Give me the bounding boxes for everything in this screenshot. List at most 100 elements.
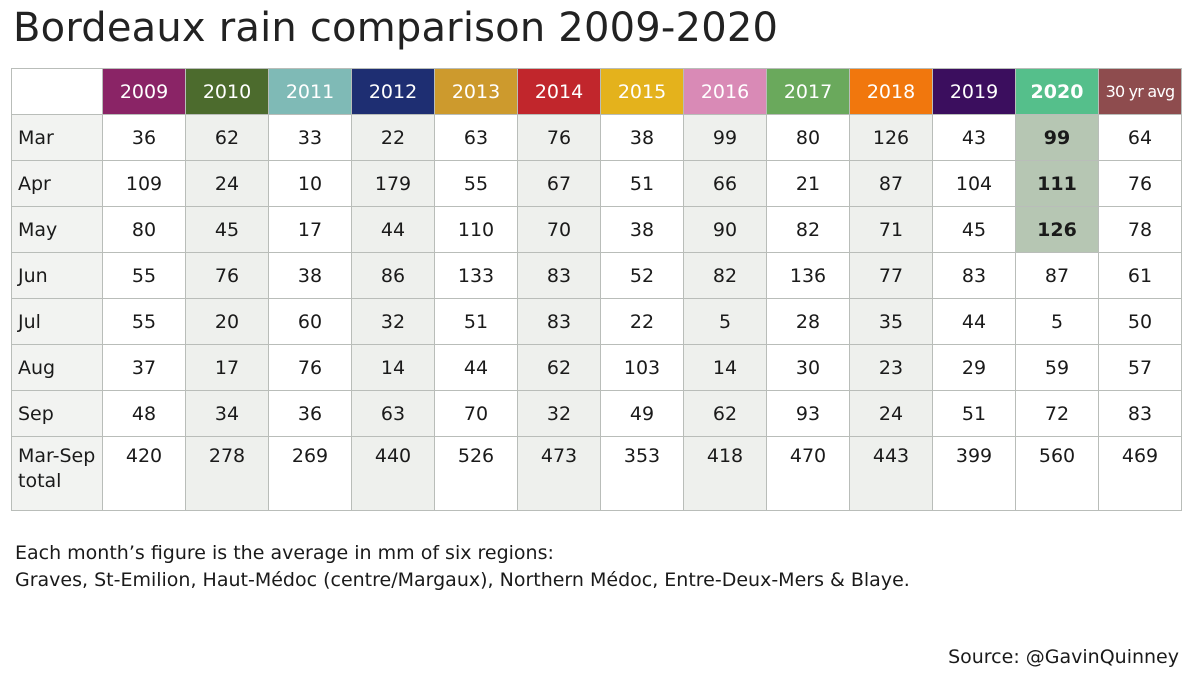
corner-cell	[11, 68, 103, 115]
row-label: Sep	[11, 390, 103, 437]
column-header: 2013	[434, 68, 518, 115]
table-row: Sep 48 34 36 63 70 32 49 62 93 24 51 72 83	[11, 390, 1182, 437]
row-label: Mar-Sep total	[11, 436, 103, 511]
value-cell: 70	[434, 390, 518, 437]
header-row: 2009 2010 2011 2012 2013 2014 2015 2016 2017 2018…	[11, 68, 1182, 115]
value-cell: 90	[683, 206, 767, 253]
value-cell: 87	[1015, 252, 1099, 299]
value-cell: 133	[434, 252, 518, 299]
value-cell: 38	[268, 252, 352, 299]
column-header: 2014	[517, 68, 601, 115]
footnote: Each month’s figure is the average in mm…	[15, 540, 910, 594]
value-cell: 470	[766, 436, 850, 511]
value-cell: 526	[434, 436, 518, 511]
value-cell: 22	[600, 298, 684, 345]
row-label: May	[11, 206, 103, 253]
column-header: 30 yr avg	[1098, 68, 1182, 115]
value-cell: 83	[517, 252, 601, 299]
value-cell: 50	[1098, 298, 1182, 345]
value-cell: 80	[102, 206, 186, 253]
source-credit: Source: @GavinQuinney	[948, 646, 1179, 668]
value-cell: 24	[185, 160, 269, 207]
table-row: May 80 45 17 44 110 70 38 90 82 71 45 126 78	[11, 206, 1182, 253]
value-cell: 83	[517, 298, 601, 345]
value-cell: 78	[1098, 206, 1182, 253]
value-cell: 32	[351, 298, 435, 345]
value-cell: 55	[102, 298, 186, 345]
value-cell: 109	[102, 160, 186, 207]
value-cell: 136	[766, 252, 850, 299]
value-cell: 24	[849, 390, 933, 437]
value-cell: 62	[683, 390, 767, 437]
value-cell: 83	[1098, 390, 1182, 437]
value-cell: 82	[683, 252, 767, 299]
value-cell: 21	[766, 160, 850, 207]
value-cell: 5	[683, 298, 767, 345]
row-label: Mar	[11, 114, 103, 161]
value-cell: 87	[849, 160, 933, 207]
table-row: Aug 37 17 76 14 44 62 103 14 30 23 29 59 57	[11, 344, 1182, 391]
value-cell: 14	[683, 344, 767, 391]
column-header: 2011	[268, 68, 352, 115]
value-cell: 36	[268, 390, 352, 437]
table-row: Mar 36 62 33 22 63 76 38 99 80 126 43 99 64	[11, 114, 1182, 161]
value-cell: 37	[102, 344, 186, 391]
row-label: Jul	[11, 298, 103, 345]
value-cell: 36	[102, 114, 186, 161]
row-label: Aug	[11, 344, 103, 391]
value-cell: 418	[683, 436, 767, 511]
value-cell: 99	[683, 114, 767, 161]
value-cell: 82	[766, 206, 850, 253]
column-header: 2015	[600, 68, 684, 115]
value-cell: 33	[268, 114, 352, 161]
value-cell: 179	[351, 160, 435, 207]
value-cell: 76	[1098, 160, 1182, 207]
column-header: 2016	[683, 68, 767, 115]
value-cell: 473	[517, 436, 601, 511]
value-cell: 34	[185, 390, 269, 437]
value-cell: 76	[517, 114, 601, 161]
table-row: Mar-Sep total 420 278 269 440 526 473 353 418 470…	[11, 436, 1182, 511]
value-cell: 443	[849, 436, 933, 511]
value-cell: 62	[517, 344, 601, 391]
column-header: 2017	[766, 68, 850, 115]
value-cell: 93	[766, 390, 850, 437]
table-body: Mar 36 62 33 22 63 76 38 99 80 126 43 99 64 Apr 109 24 10…	[11, 114, 1182, 511]
value-cell: 55	[102, 252, 186, 299]
value-cell: 22	[351, 114, 435, 161]
value-cell: 61	[1098, 252, 1182, 299]
value-cell: 14	[351, 344, 435, 391]
value-cell: 103	[600, 344, 684, 391]
value-cell: 560	[1015, 436, 1099, 511]
value-cell: 76	[185, 252, 269, 299]
value-cell: 45	[185, 206, 269, 253]
value-cell: 64	[1098, 114, 1182, 161]
value-cell: 5	[1015, 298, 1099, 345]
value-cell: 111	[1015, 160, 1099, 207]
rain-table: 2009 2010 2011 2012 2013 2014 2015 2016 2017 2018…	[11, 68, 1182, 511]
value-cell: 70	[517, 206, 601, 253]
value-cell: 48	[102, 390, 186, 437]
footnote-line-2: Graves, St-Emilion, Haut-Médoc (centre/M…	[15, 569, 910, 591]
value-cell: 126	[1015, 206, 1099, 253]
value-cell: 420	[102, 436, 186, 511]
value-cell: 469	[1098, 436, 1182, 511]
column-header: 2020	[1015, 68, 1099, 115]
value-cell: 62	[185, 114, 269, 161]
value-cell: 86	[351, 252, 435, 299]
value-cell: 67	[517, 160, 601, 207]
value-cell: 44	[351, 206, 435, 253]
value-cell: 32	[517, 390, 601, 437]
table-row: Jun 55 76 38 86 133 83 52 82 136 77 83 87 61	[11, 252, 1182, 299]
value-cell: 63	[351, 390, 435, 437]
chart-title: Bordeaux rain comparison 2009-2020	[13, 5, 779, 51]
value-cell: 72	[1015, 390, 1099, 437]
value-cell: 30	[766, 344, 850, 391]
value-cell: 399	[932, 436, 1016, 511]
value-cell: 60	[268, 298, 352, 345]
value-cell: 38	[600, 114, 684, 161]
value-cell: 83	[932, 252, 1016, 299]
value-cell: 80	[766, 114, 850, 161]
column-header: 2009	[102, 68, 186, 115]
value-cell: 38	[600, 206, 684, 253]
